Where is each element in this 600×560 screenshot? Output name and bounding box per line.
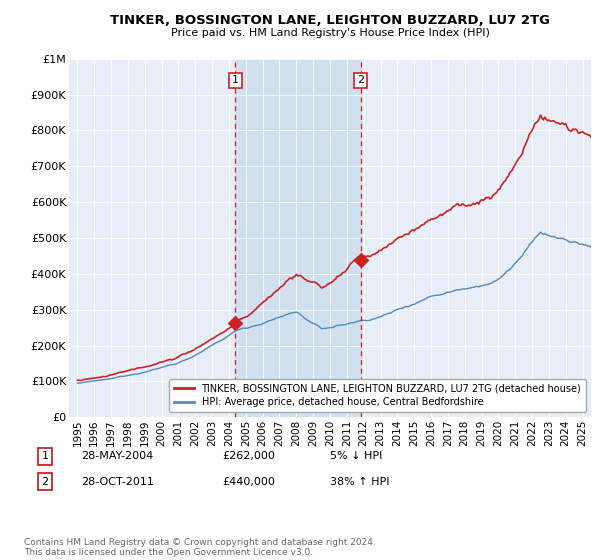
Text: 1: 1 [232, 75, 239, 85]
Text: Price paid vs. HM Land Registry's House Price Index (HPI): Price paid vs. HM Land Registry's House … [170, 28, 490, 38]
Text: 1: 1 [41, 451, 49, 461]
Text: 2: 2 [357, 75, 364, 85]
Point [356, 255, 365, 264]
Text: 5% ↓ HPI: 5% ↓ HPI [330, 451, 382, 461]
Text: Contains HM Land Registry data © Crown copyright and database right 2024.
This d: Contains HM Land Registry data © Crown c… [24, 538, 376, 557]
Text: £440,000: £440,000 [222, 477, 275, 487]
Text: 2: 2 [41, 477, 49, 487]
Text: 38% ↑ HPI: 38% ↑ HPI [330, 477, 389, 487]
Text: 28-MAY-2004: 28-MAY-2004 [81, 451, 153, 461]
Text: TINKER, BOSSINGTON LANE, LEIGHTON BUZZARD, LU7 2TG: TINKER, BOSSINGTON LANE, LEIGHTON BUZZAR… [110, 14, 550, 27]
Bar [235, 59, 361, 417]
Text: 28-OCT-2011: 28-OCT-2011 [81, 477, 154, 487]
Text: £262,000: £262,000 [222, 451, 275, 461]
Legend: TINKER, BOSSINGTON LANE, LEIGHTON BUZZARD, LU7 2TG (detached house), HPI: Averag: TINKER, BOSSINGTON LANE, LEIGHTON BUZZAR… [169, 379, 586, 412]
Point [230, 319, 240, 328]
